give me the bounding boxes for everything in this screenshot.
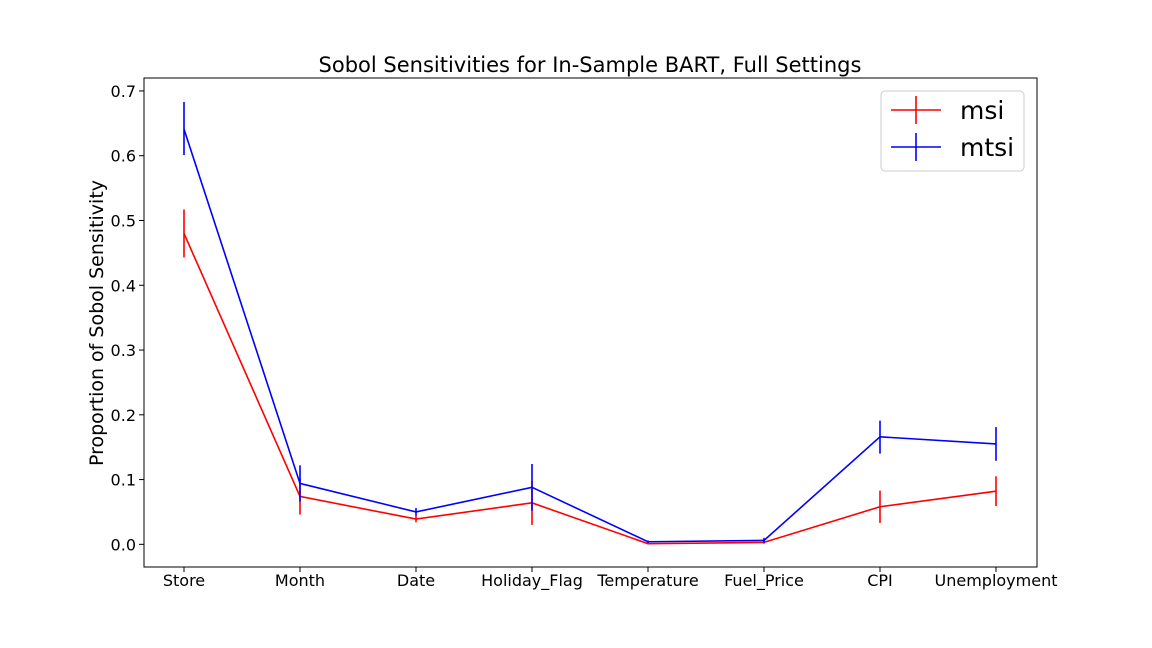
legend-label-msi: msi [960, 96, 1004, 125]
x-tick-label-3: Holiday_Flag [481, 571, 583, 591]
y-tick-label-0: 0.0 [111, 535, 136, 554]
y-axis-label: Proportion of Sobol Sensitivity [86, 180, 108, 466]
axes-frame [143, 77, 1038, 568]
y-tick-label-7: 0.7 [111, 82, 136, 101]
x-tick-label-7: Unemployment [935, 571, 1058, 590]
series-line-msi [183, 233, 997, 545]
x-tick-label-1: Month [275, 571, 325, 590]
legend: msi mtsi [880, 90, 1025, 172]
series-line-mtsi [183, 128, 997, 543]
x-tick-label-2: Date [397, 571, 435, 590]
x-tick-label-4: Temperature [596, 571, 698, 590]
y-tick-label-5: 0.5 [111, 211, 136, 230]
y-tick-label-1: 0.1 [111, 471, 136, 490]
x-tick-label-6: CPI [867, 571, 893, 590]
chart-title: Sobol Sensitivities for In-Sample BART, … [319, 53, 862, 77]
legend-label-mtsi: mtsi [960, 133, 1014, 162]
plot-area: 0.0 0.1 0.2 0.3 0.4 0.5 0.6 0.7 Store Month Date Ho… [111, 82, 1058, 591]
y-tick-label-6: 0.6 [111, 147, 136, 166]
y-tick-label-3: 0.3 [111, 341, 136, 360]
x-tick-label-5: Fuel_Price [724, 571, 804, 591]
y-tick-label-2: 0.2 [111, 406, 136, 425]
x-tick-label-0: Store [163, 571, 205, 590]
y-tick-label-4: 0.4 [111, 276, 136, 295]
